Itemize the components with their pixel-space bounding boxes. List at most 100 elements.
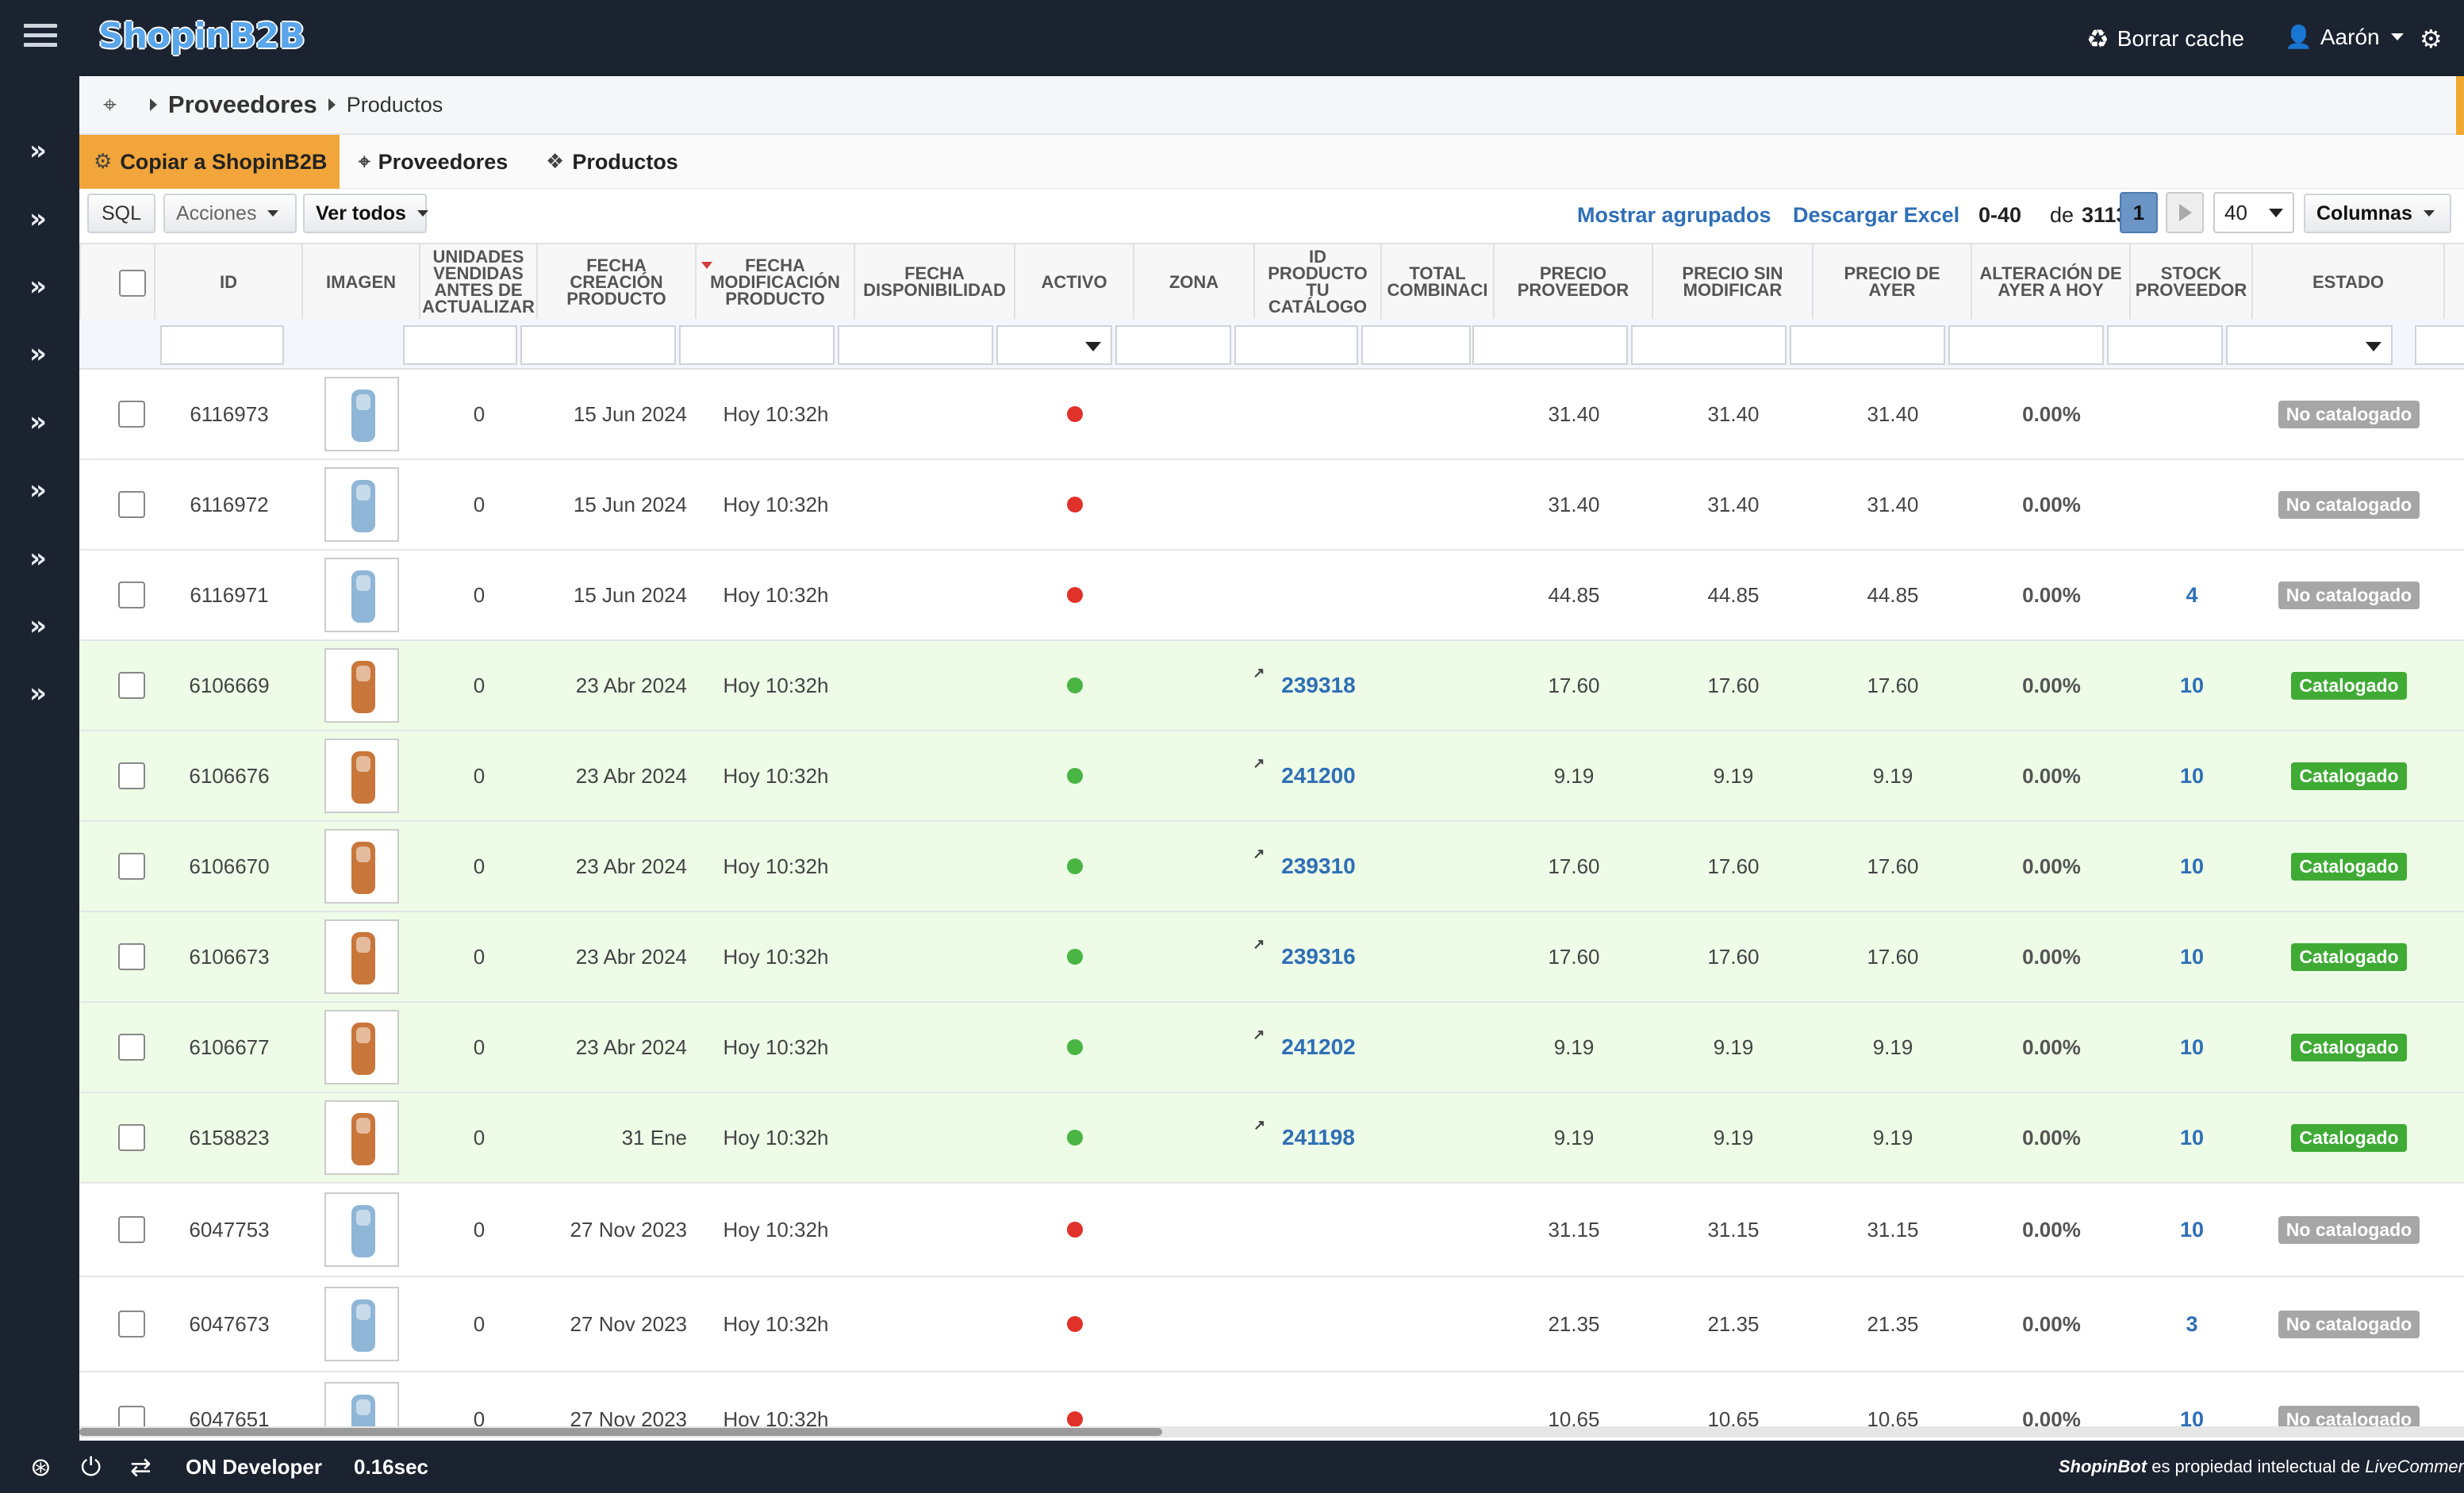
support-icon[interactable]: ⊛ bbox=[30, 1452, 52, 1482]
catalog-product-link[interactable]: ↗ 241200 bbox=[1253, 755, 1355, 789]
col-change[interactable]: ALTERACIÓN DE AYER A HOY bbox=[1972, 243, 2131, 319]
table-row[interactable]: 6047651 0 27 Nov 2023 Hoy 10:32h 10.65 10.65 1… bbox=[79, 1372, 2464, 1433]
view-all-dropdown[interactable]: Ver todos bbox=[303, 194, 428, 233]
catalog-product-link[interactable]: ↗ 239316 bbox=[1253, 936, 1355, 969]
filter-zone-input[interactable] bbox=[1115, 325, 1231, 365]
product-thumbnail[interactable] bbox=[324, 1010, 399, 1084]
table-row[interactable]: 6047753 0 27 Nov 2023 Hoy 10:32h 31.15 31.15 3… bbox=[79, 1184, 2464, 1277]
filter-catalog-input[interactable] bbox=[1234, 325, 1358, 365]
tab-proveedores[interactable]: ⌖ Proveedores bbox=[344, 135, 522, 189]
row-checkbox[interactable] bbox=[118, 943, 145, 970]
col-supplier-price[interactable]: PRECIO PROVEEDOR bbox=[1495, 243, 1653, 319]
filter-stock-input[interactable] bbox=[2107, 325, 2223, 365]
next-page-button[interactable] bbox=[2166, 192, 2204, 233]
col-modified[interactable]: FECHA MODIFICACIÓN PRODUCTO bbox=[697, 243, 855, 319]
product-thumbnail[interactable] bbox=[324, 919, 399, 994]
row-checkbox[interactable] bbox=[118, 581, 145, 608]
filter-active-select[interactable] bbox=[996, 325, 1112, 365]
col-image[interactable]: IMAGEN bbox=[303, 243, 420, 319]
col-catalog-id[interactable]: ID PRODUCTO TU CATÁLOGO bbox=[1255, 243, 1382, 319]
row-checkbox[interactable] bbox=[118, 1216, 145, 1243]
catalog-product-link[interactable]: ↗ 241202 bbox=[1253, 1027, 1355, 1060]
tab-productos[interactable]: ❖ Productos bbox=[532, 135, 693, 189]
row-checkbox[interactable] bbox=[118, 1311, 145, 1338]
table-row[interactable]: 6116971 0 15 Jun 2024 Hoy 10:32h 44.85 44.85 4… bbox=[79, 551, 2464, 641]
sidebar-expand-icon[interactable]: » bbox=[29, 406, 47, 438]
settings-button[interactable]: ⚙ bbox=[2420, 24, 2443, 54]
col-price-yesterday[interactable]: PRECIO DE AYER bbox=[1813, 243, 1972, 319]
stock-link[interactable]: 10 bbox=[2179, 854, 2205, 878]
row-checkbox[interactable] bbox=[118, 1124, 145, 1151]
filter-units-input[interactable] bbox=[403, 325, 517, 365]
col-availability[interactable]: FECHA DISPONIBILIDAD bbox=[855, 243, 1015, 319]
product-thumbnail[interactable] bbox=[324, 558, 399, 632]
scrollbar-thumb[interactable] bbox=[79, 1428, 1162, 1436]
actions-dropdown[interactable]: Acciones bbox=[163, 194, 297, 233]
menu-toggle-icon[interactable] bbox=[24, 24, 57, 52]
sidebar-expand-icon[interactable]: » bbox=[29, 677, 47, 709]
sidebar-expand-icon[interactable]: » bbox=[29, 203, 47, 235]
page-1-button[interactable]: 1 bbox=[2120, 192, 2158, 233]
download-excel-link[interactable]: Descargar Excel bbox=[1793, 203, 1960, 227]
stock-link[interactable]: 10 bbox=[2179, 1125, 2205, 1149]
sidebar-expand-icon[interactable]: » bbox=[29, 474, 47, 506]
col-stock[interactable]: STOCK PROVEEDOR bbox=[2131, 243, 2253, 319]
stock-link[interactable]: 3 bbox=[2186, 1311, 2198, 1336]
crosshair-icon[interactable]: ⌖ bbox=[103, 90, 117, 119]
horizontal-scrollbar[interactable] bbox=[79, 1426, 2464, 1437]
table-row[interactable]: 6106676 0 23 Abr 2024 Hoy 10:32h ↗ 241200 9.19… bbox=[79, 731, 2464, 822]
row-checkbox[interactable] bbox=[118, 672, 145, 699]
power-icon[interactable]: ⏻ bbox=[81, 1452, 102, 1482]
col-id[interactable]: ID bbox=[155, 243, 303, 319]
filter-price-yest-input[interactable] bbox=[1790, 325, 1945, 365]
table-row[interactable]: 6106677 0 23 Abr 2024 Hoy 10:32h ↗ 241202 9.19… bbox=[79, 1003, 2464, 1093]
catalog-product-link[interactable]: ↗ 239310 bbox=[1253, 846, 1355, 879]
stock-link[interactable]: 10 bbox=[2179, 944, 2205, 969]
row-checkbox[interactable] bbox=[118, 401, 145, 428]
product-thumbnail[interactable] bbox=[324, 829, 399, 904]
product-thumbnail[interactable] bbox=[324, 377, 399, 451]
breadcrumb-proveedores[interactable]: Proveedores bbox=[167, 90, 317, 118]
user-menu[interactable]: 👤 Aarón bbox=[2285, 24, 2404, 50]
stock-link[interactable]: 10 bbox=[2179, 1217, 2205, 1242]
page-size-select[interactable]: 40 bbox=[2213, 192, 2294, 233]
product-thumbnail[interactable] bbox=[324, 1382, 399, 1433]
product-thumbnail[interactable] bbox=[324, 467, 399, 542]
sql-button[interactable]: SQL bbox=[87, 194, 155, 233]
filter-price-unmod-input[interactable] bbox=[1631, 325, 1787, 365]
product-thumbnail[interactable] bbox=[324, 739, 399, 813]
clear-cache-button[interactable]: ♻ Borrar cache bbox=[2086, 24, 2244, 54]
catalog-product-link[interactable]: ↗ 239318 bbox=[1253, 665, 1355, 698]
catalog-product-link[interactable]: ↗ 241198 bbox=[1253, 1117, 1355, 1150]
filter-modified-input[interactable] bbox=[679, 325, 835, 365]
product-thumbnail[interactable] bbox=[324, 648, 399, 723]
row-checkbox[interactable] bbox=[118, 853, 145, 880]
logo[interactable]: ShopinB2B bbox=[98, 16, 305, 56]
tab-copiar[interactable]: ⚙ Copiar a ShopinB2B bbox=[79, 135, 340, 189]
filter-id-input[interactable] bbox=[160, 325, 284, 365]
product-thumbnail[interactable] bbox=[324, 1287, 399, 1361]
col-price-unmodified[interactable]: PRECIO SIN MODIFICAR bbox=[1653, 243, 1813, 319]
swap-icon[interactable]: ⇄ bbox=[130, 1452, 152, 1482]
sidebar-expand-icon[interactable]: » bbox=[29, 610, 47, 642]
product-thumbnail[interactable] bbox=[324, 1100, 399, 1175]
stock-link[interactable]: 10 bbox=[2179, 673, 2205, 697]
filter-created-input[interactable] bbox=[520, 325, 676, 365]
table-row[interactable]: 6158823 0 31 Ene Hoy 10:32h ↗ 241198 9.19 9.19 9… bbox=[79, 1093, 2464, 1184]
table-row[interactable]: 6106669 0 23 Abr 2024 Hoy 10:32h ↗ 239318 17.6… bbox=[79, 641, 2464, 731]
sidebar-expand-icon[interactable]: » bbox=[29, 271, 47, 302]
row-checkbox[interactable] bbox=[118, 762, 145, 789]
table-row[interactable]: 6106670 0 23 Abr 2024 Hoy 10:32h ↗ 239310 17.6… bbox=[79, 822, 2464, 912]
table-row[interactable]: 6047673 0 27 Nov 2023 Hoy 10:32h 21.35 21.35 2… bbox=[79, 1277, 2464, 1372]
filter-extra-input[interactable] bbox=[2415, 325, 2464, 365]
table-row[interactable]: 6116973 0 15 Jun 2024 Hoy 10:32h 31.40 31.40 3… bbox=[79, 370, 2464, 460]
sidebar-expand-icon[interactable]: » bbox=[29, 338, 47, 370]
row-checkbox[interactable] bbox=[118, 1034, 145, 1061]
filter-availability-input[interactable] bbox=[838, 325, 993, 365]
filter-price-input[interactable] bbox=[1472, 325, 1628, 365]
table-row[interactable]: 6106673 0 23 Abr 2024 Hoy 10:32h ↗ 239316 17.6… bbox=[79, 912, 2464, 1003]
col-combinations[interactable]: TOTAL COMBINACI bbox=[1382, 243, 1495, 319]
sidebar-expand-icon[interactable]: » bbox=[29, 135, 47, 167]
stock-link[interactable]: 10 bbox=[2179, 1034, 2205, 1059]
stock-link[interactable]: 4 bbox=[2186, 582, 2198, 607]
